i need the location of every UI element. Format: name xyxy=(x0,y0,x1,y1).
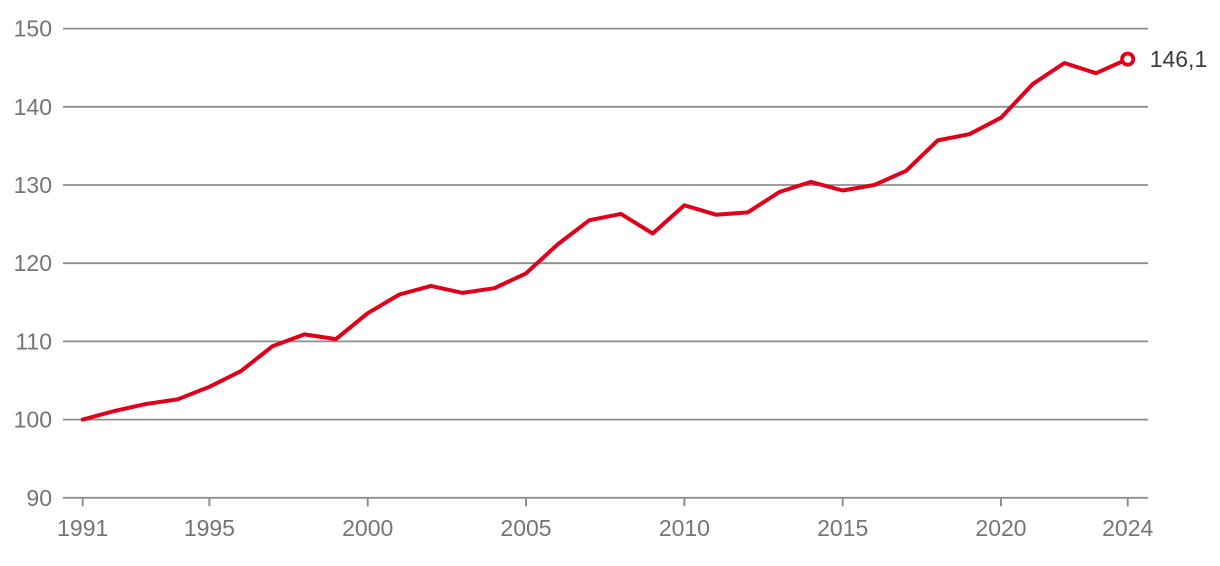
end-value-label: 146,1 xyxy=(1150,46,1208,72)
x-tick-label: 2020 xyxy=(975,515,1026,541)
x-tick-label: 2010 xyxy=(659,515,710,541)
x-tick-label: 2024 xyxy=(1102,515,1153,541)
y-tick-label: 90 xyxy=(26,485,52,511)
x-tick-label: 1995 xyxy=(184,515,235,541)
y-tick-label: 110 xyxy=(15,328,52,354)
y-tick-label: 100 xyxy=(14,407,52,433)
y-tick-label: 130 xyxy=(14,172,52,198)
x-tick-label: 2000 xyxy=(342,515,393,541)
x-tick-label: 2015 xyxy=(817,515,868,541)
y-tick-label: 140 xyxy=(14,94,52,120)
x-tick-label: 1991 xyxy=(57,515,108,541)
x-tick-label: 2005 xyxy=(500,515,551,541)
y-tick-label: 150 xyxy=(14,16,52,42)
data-line-series xyxy=(80,57,1130,422)
y-tick-label: 120 xyxy=(14,250,52,276)
end-point-marker xyxy=(1120,51,1136,67)
